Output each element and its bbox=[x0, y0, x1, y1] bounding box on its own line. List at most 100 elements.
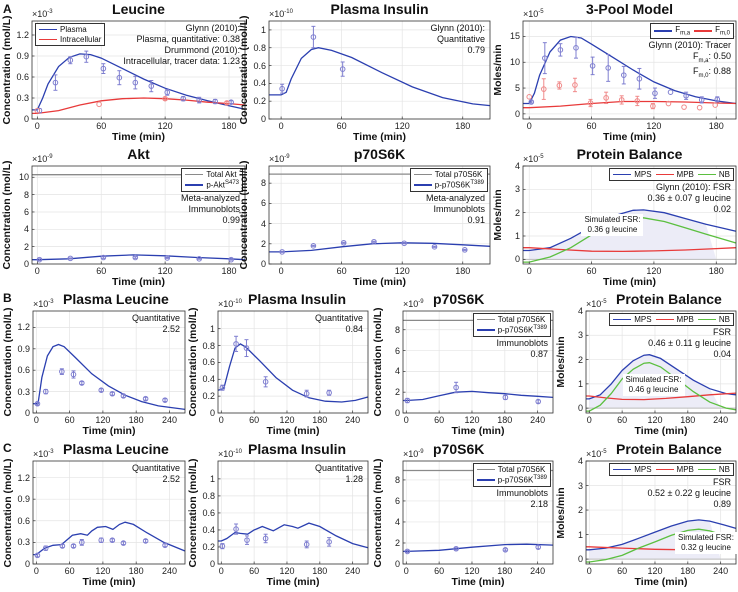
plot-area bbox=[217, 310, 369, 414]
exponent-value: -10 bbox=[284, 9, 293, 15]
exponent-value: -3 bbox=[47, 9, 53, 15]
exponent-value: -3 bbox=[48, 449, 54, 455]
y-tick-label: 0 bbox=[23, 259, 29, 269]
annotation-line: Fm,a: 0.50 bbox=[648, 51, 731, 67]
data-point bbox=[109, 537, 116, 544]
legend: MPS MPB NB bbox=[609, 463, 734, 476]
legend-label: Total Akt bbox=[206, 170, 236, 179]
y-tick-label: 4 bbox=[577, 456, 583, 466]
y-tick-label: 0.2 bbox=[253, 96, 266, 107]
legend-item-total-p70s6k: Total p70S6K bbox=[476, 465, 547, 474]
x-tick-label: 120 bbox=[464, 415, 480, 425]
data-point bbox=[42, 388, 49, 395]
x-tick-label: 60 bbox=[64, 415, 75, 425]
series-line-fm-0 bbox=[523, 100, 737, 109]
annotation-line: 0.02 bbox=[713, 204, 731, 214]
y-tick-label: 2 bbox=[577, 354, 583, 365]
axes-box bbox=[32, 310, 186, 414]
y-tick-label: 3 bbox=[514, 184, 520, 195]
series-line-intracellular bbox=[32, 97, 246, 115]
legend-annotation-stack: Quantitative 1.28 bbox=[315, 463, 366, 485]
x-tick-label: 0 bbox=[218, 415, 224, 425]
y-tick-label: 0 bbox=[23, 114, 29, 124]
annotation-line: 2.52 bbox=[162, 324, 180, 334]
legend-annotation-stack: Quantitative 0.84 bbox=[315, 313, 366, 335]
x-axis-label: Time (min) bbox=[82, 425, 136, 437]
fit-annotation: Quantitative 0.84 bbox=[315, 313, 366, 335]
x-tick-label: 240 bbox=[713, 566, 729, 576]
data-point bbox=[42, 545, 49, 551]
x-tick-label: 180 bbox=[128, 415, 144, 425]
data-point bbox=[667, 89, 674, 95]
data-point bbox=[650, 103, 656, 109]
x-tick-label: 240 bbox=[530, 566, 546, 576]
text: MPB bbox=[676, 315, 694, 324]
data-point bbox=[683, 92, 689, 99]
x-tick-label: 180 bbox=[680, 566, 696, 576]
x-tick-label: 0 bbox=[33, 566, 39, 576]
data-point bbox=[233, 341, 239, 347]
legend-label: p-p70S6KT389 bbox=[435, 180, 484, 190]
series-line-mps bbox=[586, 354, 737, 400]
y-tick-label: 2 bbox=[394, 537, 400, 548]
legend: MPS MPB NB bbox=[609, 313, 734, 326]
text: F bbox=[692, 50, 699, 61]
x-tick-label: 240 bbox=[345, 415, 361, 425]
series-line-leucine bbox=[33, 521, 186, 556]
y-axis-exponent: ×10-9 bbox=[403, 299, 424, 309]
data-point bbox=[142, 395, 149, 402]
legend-label: Total p70S6K bbox=[435, 170, 483, 179]
text: Total Akt bbox=[206, 170, 237, 179]
y-tick-label: 2 bbox=[514, 207, 520, 218]
y-tick-label: 0.4 bbox=[202, 374, 215, 385]
legend: Fm,a Fm,0 bbox=[650, 23, 734, 39]
subscript: m,a bbox=[680, 30, 691, 37]
y-tick-label: 0 bbox=[394, 408, 400, 418]
exponent-value: -5 bbox=[538, 154, 544, 160]
y-tick-label: 1.2 bbox=[16, 30, 29, 40]
y-tick-label: 0 bbox=[514, 108, 520, 119]
chart-title: Protein Balance bbox=[576, 146, 683, 162]
x-tick-label: 180 bbox=[455, 266, 471, 276]
data-point bbox=[326, 539, 332, 545]
y-axis-label: Concentration (mol/L) bbox=[372, 457, 384, 568]
chart-panel-plasma-insulin: 0 60 120 180 0 0.2 0.4 0.6 0.8 1 ×10-10 Plasma Insu… bbox=[238, 1, 491, 143]
data-point bbox=[303, 541, 310, 548]
x-axis-label: Time (min) bbox=[353, 131, 406, 143]
x-tick-label: 180 bbox=[708, 121, 724, 131]
chart-title: Plasma Insulin bbox=[248, 441, 347, 457]
legend-swatch bbox=[476, 318, 495, 321]
data-point bbox=[603, 95, 609, 101]
y-axis-exponent: ×10-10 bbox=[218, 449, 242, 459]
legend-swatch bbox=[613, 173, 632, 176]
data-point bbox=[605, 65, 611, 71]
legend-item-mpb: MPB bbox=[655, 465, 694, 474]
data-point bbox=[540, 86, 547, 92]
superscript: T389 bbox=[533, 325, 547, 331]
y-tick-label: 6 bbox=[394, 345, 400, 356]
chart-title: Akt bbox=[127, 146, 150, 162]
chart-title: p70S6K bbox=[433, 291, 485, 307]
x-tick-label: 120 bbox=[394, 266, 410, 276]
legend-swatch bbox=[613, 468, 632, 471]
y-axis-label: Concentration (mol/L) bbox=[372, 307, 384, 417]
legend-item-fm-0: Fm,0 bbox=[694, 25, 730, 37]
chart-panel-plasma-leucine: 0 60 120 180 240 0 0.3 0.6 0.9 1.2 ×10-3 Plasma Leu… bbox=[2, 441, 186, 588]
legend: MPS MPB NB bbox=[609, 168, 734, 181]
data-point bbox=[698, 97, 705, 103]
data-point bbox=[164, 255, 171, 261]
series-line-p-akt-s473 bbox=[32, 254, 246, 261]
x-axis-label: Time (min) bbox=[451, 576, 505, 588]
data-point bbox=[132, 79, 139, 86]
x-tick-label: 60 bbox=[617, 415, 628, 425]
data-point bbox=[212, 98, 218, 105]
legend-annotation-stack: Quantitative 2.52 bbox=[132, 463, 183, 485]
data-point bbox=[116, 74, 123, 81]
y-tick-label: 0.6 bbox=[17, 515, 30, 526]
legend: Total Akt p-AktS473 bbox=[181, 168, 243, 192]
data-point bbox=[243, 345, 250, 351]
plot-area bbox=[268, 20, 491, 120]
legend-label: Fm,0 bbox=[715, 25, 730, 37]
annotation-line: 0.52 ± 0.22 g leucine bbox=[647, 488, 731, 498]
simulated-fsr-box: Simulated FSR: 0.36 g leucine bbox=[581, 213, 644, 236]
